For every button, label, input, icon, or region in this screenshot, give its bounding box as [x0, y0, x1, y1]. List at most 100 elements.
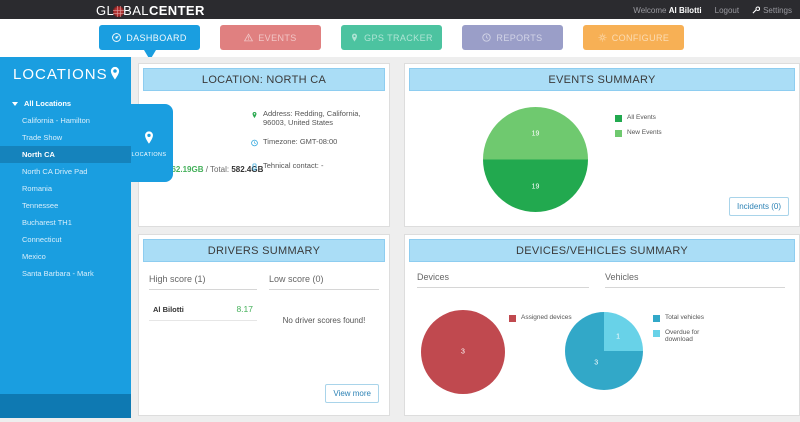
legend-item-total-vehicles: Total vehicles	[653, 314, 717, 322]
devices-column: Devices	[417, 272, 589, 288]
driver-score: 8.17	[236, 304, 253, 314]
tab-events-label: EVENTS	[258, 32, 297, 43]
panel-events-header: EVENTS SUMMARY	[409, 68, 795, 91]
legend-swatch-overdue-download	[653, 330, 660, 337]
sidebar-title: LOCATIONS	[13, 65, 108, 83]
tab-gps-tracker[interactable]: GPS TRACKER	[341, 25, 442, 50]
tab-reports-label: REPORTS	[496, 32, 543, 43]
sidebar-locations: LOCATIONS All Locations California - Ham…	[0, 57, 131, 418]
content-area: LOCATION: NORTH CA 262.19GB / Total: 582…	[0, 57, 800, 422]
tab-events[interactable]: EVENTS	[220, 25, 321, 50]
legend-swatch-all-events	[615, 115, 622, 122]
tab-configure[interactable]: CONFIGURE	[583, 25, 684, 50]
panel-devices-header: DEVICES/VEHICLES SUMMARY	[409, 239, 795, 262]
wrench-icon	[752, 6, 761, 14]
user-name: Al Bilotti	[668, 5, 702, 15]
panel-location-body: 262.19GB / Total: 582.4GB Address: Reddi…	[139, 91, 389, 226]
tab-dashboard-label: DASHBOARD	[126, 32, 187, 43]
location-detail-timezone: Timezone: GMT-08:00	[251, 137, 383, 152]
storage-used: 262.19GB	[167, 165, 204, 174]
map-pin-icon	[350, 33, 359, 42]
sidebar-item-all-locations[interactable]: All Locations	[0, 95, 131, 112]
storage-summary: 262.19GB / Total: 582.4GB	[167, 165, 263, 174]
vehicles-column: Vehicles	[605, 272, 785, 288]
legend-label-new-events: New Events	[627, 129, 662, 136]
top-bar-actions: Welcome Al Bilotti Logout Settings	[633, 4, 792, 16]
panel-devices-body: Devices 3 Assigned devices Vehicles 1 3	[405, 262, 799, 415]
driver-name: Al Bilotti	[153, 304, 184, 314]
panel-events-body: 19 19 All Events New Events Incidents (0…	[405, 91, 799, 226]
panel-location-title: LOCATION: NORTH CA	[201, 73, 327, 86]
panel-devices-title: DEVICES/VEHICLES SUMMARY	[515, 244, 689, 257]
low-score-title: Low score (0)	[269, 274, 324, 284]
legend-item-overdue-download: Overdue for download	[653, 329, 717, 344]
storage-total: 582.4GB	[231, 165, 264, 174]
sidebar-item-bucharest-th1[interactable]: Bucharest TH1	[0, 214, 131, 231]
sidebar-item-santa-barbara-mark[interactable]: Santa Barbara - Mark	[0, 265, 131, 282]
view-more-button[interactable]: View more	[325, 384, 379, 403]
logo-text-pre: GL	[96, 3, 115, 18]
sidebar-item-romania[interactable]: Romania	[0, 180, 131, 197]
welcome-label: Welcome	[633, 5, 667, 15]
locations-flyout-tab[interactable]: LOCATIONS	[125, 104, 173, 182]
app-logo[interactable]: GL BALCENTER	[96, 3, 205, 18]
legend-label-all-events: All Events	[627, 114, 656, 121]
devices-title: Devices	[417, 272, 450, 282]
logo-text-post: CENTER	[148, 3, 205, 18]
clock-icon	[482, 33, 492, 42]
sidebar-item-label: North CA	[22, 150, 55, 159]
legend-swatch-assigned-devices	[509, 315, 516, 322]
sidebar-item-connecticut[interactable]: Connecticut	[0, 231, 131, 248]
drivers-high-score-column: High score (1) Al Bilotti 8.17	[149, 274, 257, 321]
low-score-divider	[269, 289, 379, 290]
map-pin-icon	[251, 109, 258, 128]
sidebar-item-north-ca[interactable]: North CA	[0, 146, 131, 163]
map-pin-icon	[108, 64, 122, 85]
storage-separator: / Total:	[205, 165, 230, 174]
devices-divider	[417, 287, 589, 288]
sidebar-item-label: California - Hamilton	[22, 116, 90, 125]
location-timezone-text: Timezone: GMT-08:00	[263, 136, 338, 146]
settings-link[interactable]: Settings	[752, 6, 792, 15]
events-pie-chart: 19 19	[483, 107, 588, 212]
locations-flyout-label: LOCATIONS	[131, 151, 167, 158]
clock-icon	[251, 137, 258, 152]
warning-icon	[244, 33, 254, 42]
panel-events-title: EVENTS SUMMARY	[548, 73, 656, 86]
phone-icon	[251, 161, 258, 176]
sidebar-item-mexico[interactable]: Mexico	[0, 248, 131, 265]
vehicles-legend: Total vehicles Overdue for download	[653, 314, 717, 344]
sidebar-item-california-hamilton[interactable]: California - Hamilton	[0, 112, 131, 129]
sidebar-footer	[0, 394, 131, 418]
legend-swatch-new-events	[615, 130, 622, 137]
sidebar-item-label: Tennessee	[22, 201, 59, 210]
tab-configure-label: CONFIGURE	[611, 32, 670, 43]
sidebar-item-label: Trade Show	[22, 133, 63, 142]
tab-dashboard[interactable]: DASHBOARD	[99, 25, 200, 60]
panel-location-header: LOCATION: NORTH CA	[143, 68, 385, 91]
panel-drivers-body: High score (1) Al Bilotti 8.17 Low score…	[139, 262, 389, 415]
panel-devices-vehicles: DEVICES/VEHICLES SUMMARY Devices 3 Assig…	[404, 234, 800, 416]
devices-pie-chart: 3	[421, 310, 505, 394]
vehicles-pie-label-overdue: 1	[616, 333, 620, 341]
tab-reports[interactable]: REPORTS	[462, 25, 563, 50]
nav-tabs: DASHBOARD EVENTS GPS TRACKER REPORTS CON	[99, 25, 684, 60]
panel-location: LOCATION: NORTH CA 262.19GB / Total: 582…	[138, 63, 390, 227]
legend-item-all-events: All Events	[615, 114, 662, 122]
legend-label-assigned-devices: Assigned devices	[521, 314, 572, 321]
panel-drivers-title: DRIVERS SUMMARY	[207, 244, 321, 257]
tab-gps-tracker-label: GPS TRACKER	[364, 32, 433, 43]
location-detail-address: Address: Redding, California, 96003, Uni…	[251, 109, 383, 128]
vehicles-divider	[605, 287, 785, 288]
table-row[interactable]: Al Bilotti 8.17	[149, 304, 257, 321]
sidebar-list: All Locations California - Hamilton Trad…	[0, 95, 131, 282]
sidebar-item-tennessee[interactable]: Tennessee	[0, 197, 131, 214]
sidebar-item-north-ca-drive-pad[interactable]: North CA Drive Pad	[0, 163, 131, 180]
logout-link[interactable]: Logout	[714, 5, 740, 15]
location-details: Address: Redding, California, 96003, Uni…	[251, 109, 383, 184]
vehicles-pie-label-total: 3	[594, 359, 599, 367]
incidents-button[interactable]: Incidents (0)	[728, 197, 789, 216]
devices-pie-label-assigned: 3	[461, 348, 465, 356]
sidebar-item-trade-show[interactable]: Trade Show	[0, 129, 131, 146]
sidebar-item-label: Santa Barbara - Mark	[22, 269, 94, 278]
